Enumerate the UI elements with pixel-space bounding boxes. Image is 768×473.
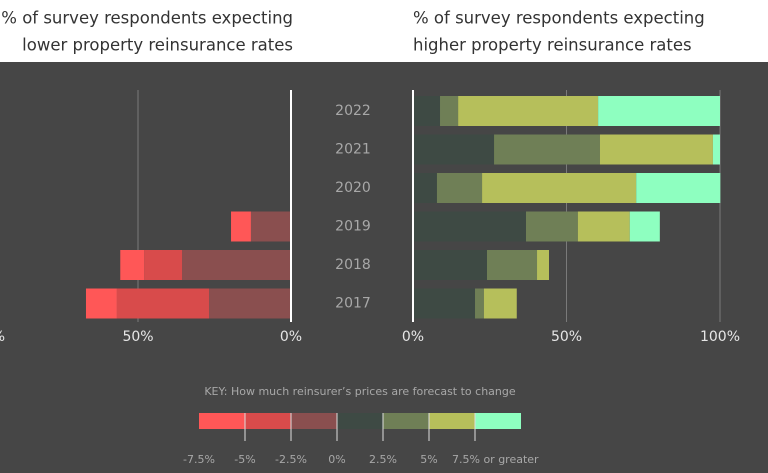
legend-label: -5%: [234, 453, 255, 466]
bar-segment: [436, 173, 483, 203]
left-title: % of survey respondents expecting: [1, 9, 293, 28]
right-title: higher property reinsurance rates: [413, 36, 692, 55]
bar-segment: [440, 96, 459, 126]
y-tick-label: 2019: [335, 219, 371, 235]
bar-segment: [182, 250, 291, 280]
bar-segment: [525, 211, 578, 242]
bar-segment: [636, 173, 721, 203]
bar-segment: [482, 173, 637, 203]
y-tick-label: 2020: [335, 180, 371, 196]
bar-segment: [413, 288, 476, 319]
bar-segment: [537, 250, 550, 280]
bar-segment: [231, 211, 251, 242]
legend-swatch: [383, 413, 429, 429]
bar-segment: [413, 173, 437, 203]
legend-label: 2.5%: [369, 453, 397, 466]
bar-segment: [483, 288, 517, 319]
x-tick-label: 0%: [280, 329, 302, 345]
x-tick-label: 100%: [0, 329, 5, 345]
bar-segment: [598, 96, 720, 126]
bar-segment: [413, 96, 441, 126]
bar-segment: [629, 211, 660, 242]
bar-segment: [413, 134, 495, 165]
legend-swatch: [475, 413, 521, 429]
legend-swatch: [429, 413, 475, 429]
bar-segment: [120, 250, 145, 280]
bar-segment: [475, 288, 484, 319]
bar-segment: [413, 211, 526, 242]
bar-segment: [494, 134, 600, 165]
legend-label: -2.5%: [275, 453, 307, 466]
y-tick-label: 2017: [335, 296, 371, 312]
bar-segment: [208, 288, 291, 319]
bar-segment: [413, 250, 487, 280]
header-background: [0, 0, 768, 62]
key-title: KEY: How much reinsurer’s prices are for…: [204, 385, 516, 398]
legend-label: 7.5% or greater: [452, 453, 539, 466]
legend-swatch: [291, 413, 337, 429]
legend-label: 0%: [328, 453, 345, 466]
x-tick-label: 100%: [700, 329, 740, 345]
x-tick-label: 0%: [402, 329, 424, 345]
bar-segment: [458, 96, 599, 126]
bar-segment: [599, 134, 713, 165]
legend-swatch: [245, 413, 291, 429]
legend-label: -7.5%: [183, 453, 215, 466]
legend-swatch: [199, 413, 245, 429]
bar-segment: [144, 250, 183, 280]
bar-segment: [486, 250, 538, 280]
legend-label: 5%: [420, 453, 437, 466]
x-tick-label: 50%: [122, 329, 153, 345]
y-tick-label: 2022: [335, 103, 371, 119]
right-title: % of survey respondents expecting: [413, 9, 705, 28]
left-title: lower property reinsurance rates: [22, 36, 293, 55]
y-tick-label: 2018: [335, 257, 371, 273]
legend-swatch: [337, 413, 383, 429]
bar-segment: [250, 211, 291, 242]
y-tick-label: 2021: [335, 142, 371, 158]
bar-segment: [577, 211, 630, 242]
x-tick-label: 50%: [551, 329, 582, 345]
bar-segment: [85, 288, 117, 319]
bar-segment: [116, 288, 209, 319]
bar-segment: [712, 134, 720, 165]
